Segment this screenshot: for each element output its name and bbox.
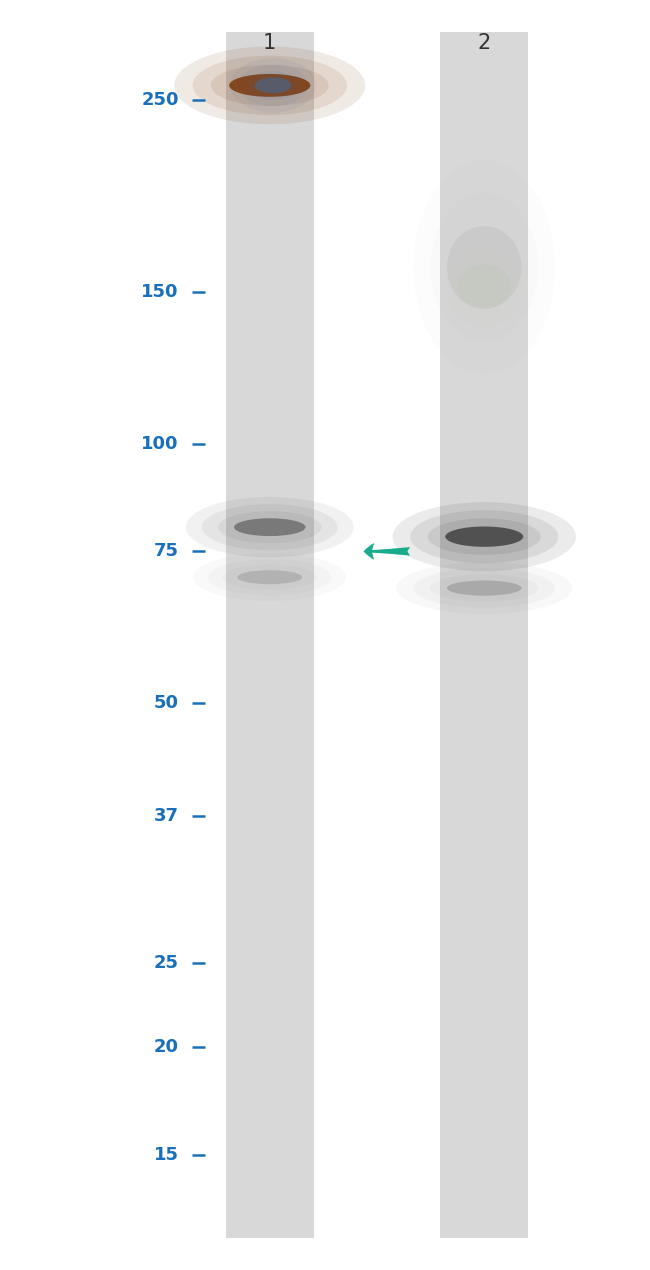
Text: 2: 2 [478, 33, 491, 53]
Ellipse shape [202, 504, 338, 550]
Ellipse shape [194, 554, 346, 601]
Text: 150: 150 [141, 282, 179, 301]
Ellipse shape [410, 511, 558, 563]
Ellipse shape [229, 74, 311, 97]
Text: 1: 1 [263, 33, 276, 53]
Ellipse shape [192, 56, 347, 116]
Bar [226, 32, 313, 1238]
Text: 50: 50 [154, 695, 179, 712]
Text: 75: 75 [154, 542, 179, 560]
Text: 20: 20 [154, 1038, 179, 1055]
Ellipse shape [186, 497, 354, 558]
Ellipse shape [218, 511, 322, 544]
Text: 25: 25 [154, 954, 179, 972]
Ellipse shape [230, 58, 316, 113]
Text: 100: 100 [141, 434, 179, 452]
Ellipse shape [255, 77, 291, 94]
Ellipse shape [222, 565, 317, 589]
Ellipse shape [447, 580, 521, 596]
Ellipse shape [237, 570, 302, 584]
Ellipse shape [234, 518, 306, 536]
Ellipse shape [445, 527, 523, 547]
Ellipse shape [447, 226, 521, 309]
Ellipse shape [393, 502, 576, 572]
Bar [441, 32, 528, 1238]
Ellipse shape [246, 71, 300, 100]
Ellipse shape [208, 559, 332, 596]
Ellipse shape [211, 65, 329, 105]
Text: 37: 37 [154, 808, 179, 826]
Ellipse shape [174, 47, 365, 124]
Text: 15: 15 [154, 1146, 179, 1163]
Ellipse shape [239, 65, 307, 107]
Ellipse shape [428, 518, 541, 555]
Text: 250: 250 [141, 91, 179, 109]
Ellipse shape [458, 264, 511, 309]
